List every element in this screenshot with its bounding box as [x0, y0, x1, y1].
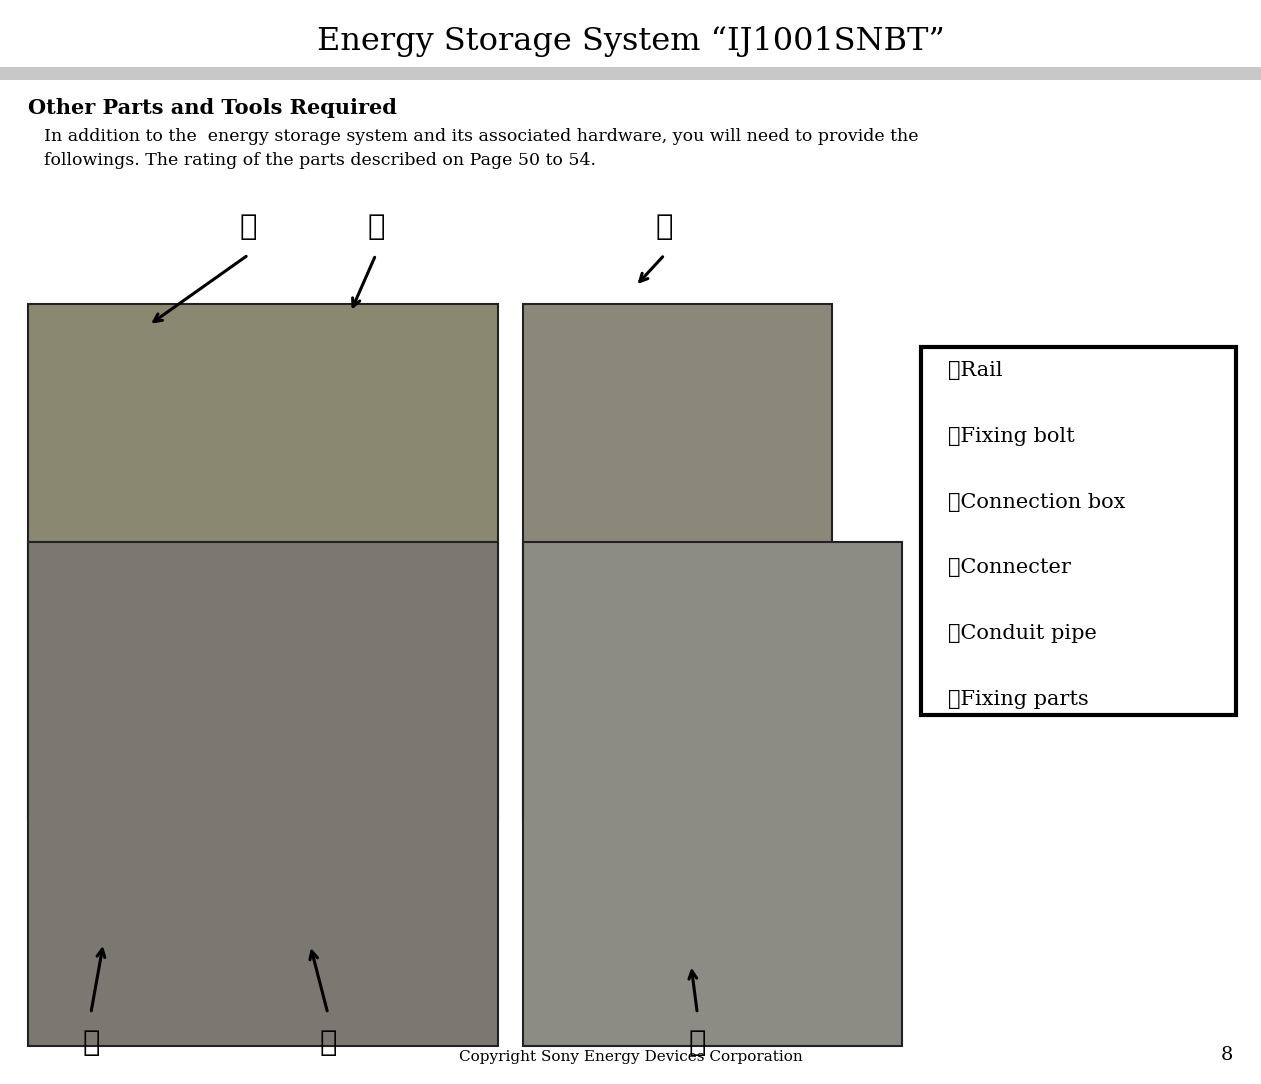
- Text: 8: 8: [1221, 1046, 1233, 1064]
- Text: ⑤Conduit pipe: ⑤Conduit pipe: [948, 624, 1097, 643]
- Bar: [921, 347, 1236, 715]
- Text: In addition to the  energy storage system and its associated hardware, you will : In addition to the energy storage system…: [44, 128, 918, 145]
- Text: ③: ③: [656, 211, 673, 241]
- Bar: [523, 542, 902, 1046]
- Bar: [523, 304, 832, 818]
- Bar: [28, 542, 498, 1046]
- Text: ②Fixing bolt: ②Fixing bolt: [948, 427, 1076, 446]
- Text: ②: ②: [367, 211, 385, 241]
- Bar: [0, 67, 1261, 80]
- Text: ⑥Fixing parts: ⑥Fixing parts: [948, 689, 1090, 709]
- Text: ④: ④: [82, 1028, 100, 1057]
- Text: ④Connecter: ④Connecter: [948, 558, 1071, 578]
- Text: Copyright Sony Energy Devices Corporation: Copyright Sony Energy Devices Corporatio…: [459, 1050, 802, 1064]
- Text: ⑥: ⑥: [689, 1028, 706, 1057]
- Text: followings. The rating of the parts described on Page 50 to 54.: followings. The rating of the parts desc…: [44, 152, 596, 169]
- Bar: [28, 304, 498, 818]
- Text: Energy Storage System “IJ1001SNBT”: Energy Storage System “IJ1001SNBT”: [317, 26, 944, 56]
- Text: Other Parts and Tools Required: Other Parts and Tools Required: [28, 98, 397, 117]
- Text: ③Connection box: ③Connection box: [948, 492, 1126, 512]
- Text: ①: ①: [240, 211, 257, 241]
- Text: ①Rail: ①Rail: [948, 361, 1002, 380]
- Text: ⑤: ⑤: [319, 1028, 337, 1057]
